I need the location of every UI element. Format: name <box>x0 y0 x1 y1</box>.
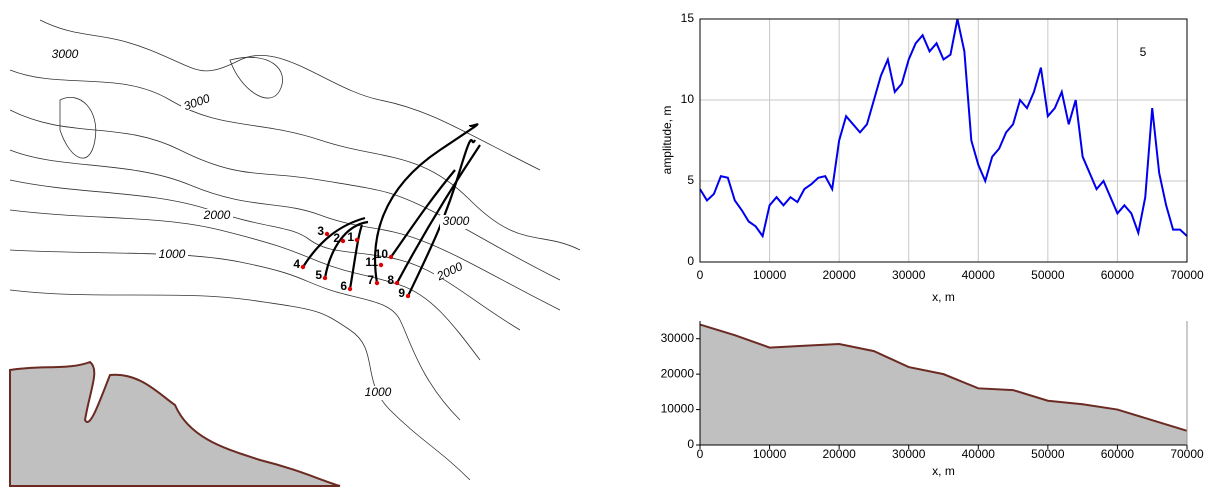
point-label: 8 <box>387 273 394 287</box>
point <box>300 264 306 270</box>
label-bg <box>440 215 472 229</box>
point <box>324 231 330 237</box>
plot-frame <box>699 18 1188 263</box>
x-tick-label: 50000 <box>1031 447 1065 461</box>
track <box>407 138 476 297</box>
y-tick-label: 0 <box>687 437 694 451</box>
x-tick-label: 70000 <box>1170 447 1204 461</box>
point-label: 1 <box>347 230 354 244</box>
point <box>394 280 400 286</box>
contour-label: 2000 <box>434 259 465 284</box>
x-tick-label: 30000 <box>892 268 926 282</box>
y-tick-label: 15 <box>681 11 695 25</box>
point <box>354 237 360 243</box>
contour-label: 3000 <box>182 91 212 113</box>
y-tick-label: 0 <box>687 254 694 268</box>
point <box>374 280 380 286</box>
y-tick-label: 10 <box>681 92 695 106</box>
x-tick-label: 40000 <box>962 447 996 461</box>
x-tick-label: 50000 <box>1031 268 1065 282</box>
contour-map <box>9 19 581 487</box>
label-bg <box>434 265 466 279</box>
x-tick-label: 20000 <box>822 268 856 282</box>
x-tick-label: 0 <box>697 447 704 461</box>
y-tick-label: 5 <box>687 173 694 187</box>
track <box>390 169 456 258</box>
track <box>323 220 369 279</box>
contour-label: 1000 <box>159 247 186 261</box>
coastline <box>699 323 1188 432</box>
label-bg <box>181 96 213 110</box>
contour <box>9 249 461 421</box>
y-tick-label: 30000 <box>661 331 695 345</box>
point-label: 3 <box>317 224 324 238</box>
x-tick-label: 70000 <box>1170 268 1204 282</box>
track <box>348 224 364 290</box>
label-bg <box>201 209 233 223</box>
contour <box>39 19 541 171</box>
point <box>405 293 411 299</box>
point <box>388 254 394 260</box>
x-tick-label: 0 <box>697 268 704 282</box>
contour-label: 3000 <box>443 214 470 228</box>
x-axis-label: x, m <box>932 290 955 304</box>
contour-label: 3000 <box>52 47 79 61</box>
point-label: 10 <box>375 247 389 261</box>
y-tick-label: 20000 <box>661 366 695 380</box>
contour <box>229 56 283 99</box>
x-tick-label: 60000 <box>1101 268 1135 282</box>
point-label: 4 <box>293 257 300 271</box>
label-bg <box>49 48 81 62</box>
land <box>9 360 341 487</box>
point <box>340 238 346 244</box>
track <box>396 144 481 284</box>
x-tick-label: 30000 <box>892 447 926 461</box>
label-bg <box>156 248 188 262</box>
x-axis-label: x, m <box>932 464 955 478</box>
contour <box>9 289 471 481</box>
contour-label: 1000 <box>365 385 392 399</box>
x-tick-label: 10000 <box>753 268 787 282</box>
point <box>347 286 353 292</box>
contour-label: 2000 <box>203 208 231 222</box>
x-tick-label: 20000 <box>822 447 856 461</box>
label-bg <box>362 386 394 400</box>
contour <box>59 97 97 159</box>
contour <box>9 149 561 311</box>
point-label: 7 <box>367 273 374 287</box>
x-tick-label: 40000 <box>962 268 996 282</box>
annotation: 5 <box>1140 45 1147 59</box>
point <box>378 262 384 268</box>
contour <box>9 209 481 361</box>
x-tick-label: 60000 <box>1101 447 1135 461</box>
land-area <box>700 324 1187 445</box>
y-tick-label: 10000 <box>661 402 695 416</box>
y-axis-label: amplitude, m <box>660 106 674 175</box>
x-tick-label: 10000 <box>753 447 787 461</box>
point <box>322 275 328 281</box>
point-label: 11 <box>365 255 378 269</box>
point-label: 9 <box>398 286 405 300</box>
point-label: 2 <box>333 231 340 245</box>
track <box>373 123 479 284</box>
point-label: 5 <box>315 268 322 282</box>
contour <box>9 109 561 281</box>
line <box>699 18 1188 239</box>
point-label: 6 <box>340 279 347 293</box>
contour <box>9 69 581 251</box>
track <box>302 216 366 268</box>
